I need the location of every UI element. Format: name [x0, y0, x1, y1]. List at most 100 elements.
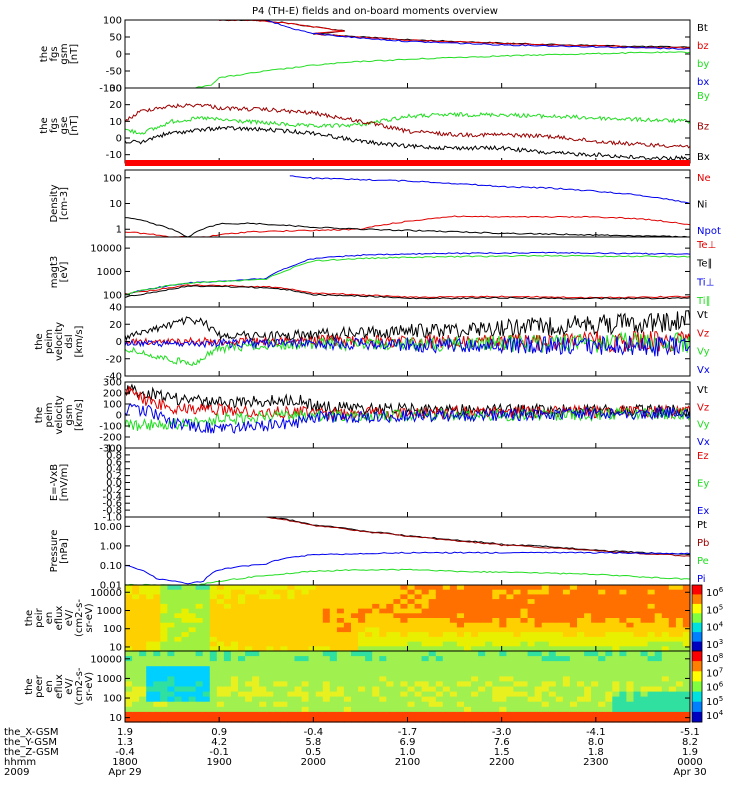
heatmap-cell [160, 585, 168, 591]
heatmap-cell [216, 641, 225, 647]
heatmap-cell [513, 636, 522, 643]
heatmap-cell [499, 706, 507, 713]
heatmap-cell [308, 676, 317, 683]
heatmap-cell [174, 701, 183, 708]
heatmap-cell [343, 618, 352, 624]
heatmap-cell [301, 641, 310, 647]
heatmap-cell [167, 681, 176, 688]
heatmap-cell [400, 706, 409, 713]
heatmap-cell [435, 686, 444, 693]
heatmap-cell [259, 603, 267, 610]
heatmap-cell [640, 641, 649, 647]
heatmap-cell [351, 599, 359, 605]
heatmap-cell [266, 603, 274, 610]
heatmap-cell [675, 608, 684, 614]
heatmap-cell [230, 641, 239, 647]
heatmap-cell [139, 618, 147, 624]
heatmap-cell [160, 666, 168, 672]
heatmap-cell [464, 618, 472, 624]
heatmap-cell [287, 716, 296, 723]
heatmap-cell [640, 716, 649, 723]
heatmap-cell [202, 716, 211, 723]
heatmap-cell [400, 671, 409, 677]
heatmap-cell [421, 632, 430, 638]
heatmap-cell [442, 622, 451, 628]
heatmap-cell [280, 656, 289, 662]
heatmap-cell [280, 681, 289, 688]
heatmap-cell [139, 716, 147, 723]
heatmap-cell [230, 661, 239, 667]
heatmap-cell [125, 613, 133, 619]
heatmap-cell [414, 676, 423, 683]
heatmap-cell [534, 636, 543, 643]
y-tick-label: -1.0 [102, 513, 122, 524]
heatmap-cell [548, 641, 557, 647]
heatmap-cell [358, 641, 366, 647]
heatmap-cell [520, 681, 529, 688]
heatmap-cell [195, 594, 204, 600]
heatmap-cell [598, 701, 606, 708]
heatmap-cell [188, 681, 197, 688]
heatmap-cell [534, 701, 543, 708]
heatmap-cell [513, 594, 522, 600]
heatmap-cell [146, 661, 154, 667]
heatmap-cell [591, 585, 599, 591]
heatmap-cell [139, 671, 147, 677]
heatmap-cell [449, 686, 458, 693]
heatmap-cell [386, 686, 394, 693]
heatmap-cell [259, 627, 267, 633]
heatmap-cell [188, 613, 197, 619]
heatmap-cell [308, 651, 317, 657]
heatmap-cell [612, 636, 620, 643]
heatmap-cell [675, 627, 684, 633]
heatmap-cell [132, 613, 140, 619]
heatmap-cell [329, 696, 338, 703]
legend-pressure: Pt [697, 520, 707, 531]
heatmap-cell [456, 618, 465, 624]
heatmap-cell [654, 671, 663, 677]
heatmap-cell [584, 711, 592, 718]
heatmap-cell [668, 711, 677, 718]
heatmap-cell [492, 594, 500, 600]
heatmap-cell [195, 666, 204, 672]
heatmap-cell [577, 608, 585, 614]
heatmap-cell [343, 589, 352, 595]
heatmap-cell [527, 711, 536, 718]
heatmap-cell [442, 686, 451, 693]
heatmap-cell [343, 686, 352, 693]
heatmap-cell [343, 594, 352, 600]
heatmap-cell [125, 608, 133, 614]
heatmap-cell [160, 656, 168, 662]
heatmap-cell [329, 661, 338, 667]
colorbar-band [692, 603, 702, 614]
heatmap-cell [336, 608, 345, 614]
heatmap-cell [322, 696, 331, 703]
heatmap-cell [435, 618, 444, 624]
heatmap-cell [209, 613, 218, 619]
heatmap-cell [442, 613, 451, 619]
heatmap-cell [230, 613, 239, 619]
heatmap-cell [252, 651, 260, 657]
heatmap-cell [125, 671, 133, 677]
heatmap-cell [139, 666, 147, 672]
heatmap-cell [167, 589, 176, 595]
heatmap-cell [146, 716, 154, 723]
heatmap-cell [132, 585, 140, 591]
heatmap-cell [223, 651, 232, 657]
heatmap-cell [499, 627, 507, 633]
heatmap-cell [442, 706, 451, 713]
heatmap-cell [216, 622, 225, 628]
heatmap-cell [471, 711, 479, 718]
heatmap-cell [520, 627, 529, 633]
heatmap-cell [612, 594, 620, 600]
heatmap-cell [209, 608, 218, 614]
heatmap-cell [132, 632, 140, 638]
heatmap-cell [668, 622, 677, 628]
heatmap-cell [555, 651, 564, 657]
heatmap-cell [181, 681, 190, 688]
heatmap-cell [372, 646, 380, 652]
heatmap-cell [414, 632, 423, 638]
heatmap-cell [464, 691, 472, 698]
heatmap-cell [513, 632, 522, 638]
heatmap-cell [682, 622, 691, 628]
